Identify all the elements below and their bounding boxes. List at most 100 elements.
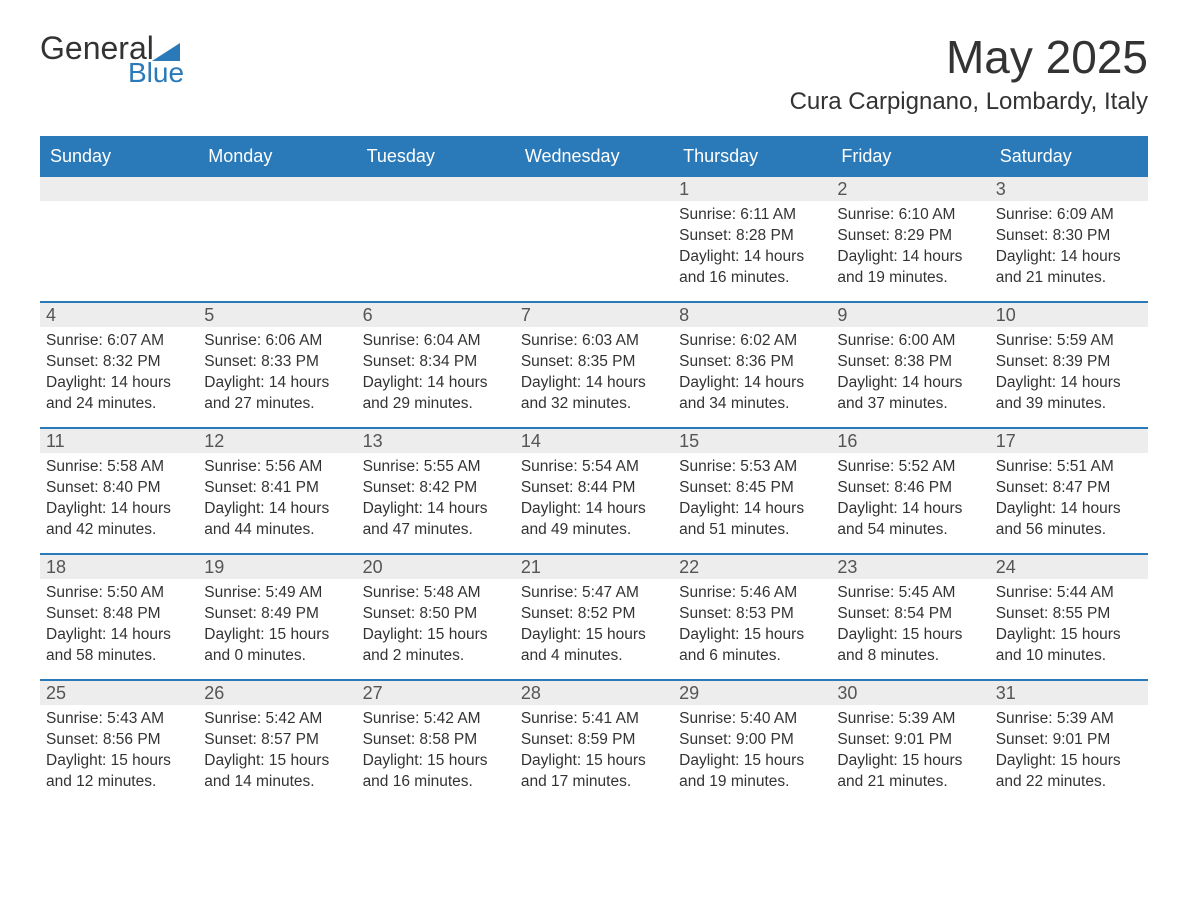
daylight-text: Daylight: 14 hours and 49 minutes. xyxy=(521,499,665,541)
sunrise-text: Sunrise: 6:00 AM xyxy=(837,331,981,352)
calendar-cell: 23Sunrise: 5:45 AMSunset: 8:54 PMDayligh… xyxy=(831,553,989,679)
sun-info: Sunrise: 5:58 AMSunset: 8:40 PMDaylight:… xyxy=(40,453,198,541)
sunset-text: Sunset: 9:01 PM xyxy=(837,730,981,751)
sun-info: Sunrise: 6:06 AMSunset: 8:33 PMDaylight:… xyxy=(198,327,356,415)
sunset-text: Sunset: 8:42 PM xyxy=(363,478,507,499)
calendar-cell: 8Sunrise: 6:02 AMSunset: 8:36 PMDaylight… xyxy=(673,301,831,427)
sunrise-text: Sunrise: 5:39 AM xyxy=(996,709,1140,730)
day-number: 15 xyxy=(673,429,831,453)
sunset-text: Sunset: 8:52 PM xyxy=(521,604,665,625)
sunrise-text: Sunrise: 5:53 AM xyxy=(679,457,823,478)
sunrise-text: Sunrise: 6:04 AM xyxy=(363,331,507,352)
daylight-text: Daylight: 14 hours and 42 minutes. xyxy=(46,499,190,541)
daylight-text: Daylight: 15 hours and 10 minutes. xyxy=(996,625,1140,667)
calendar-cell: 7Sunrise: 6:03 AMSunset: 8:35 PMDaylight… xyxy=(515,301,673,427)
logo: General Blue xyxy=(40,30,184,89)
daylight-text: Daylight: 15 hours and 19 minutes. xyxy=(679,751,823,793)
daylight-text: Daylight: 14 hours and 21 minutes. xyxy=(996,247,1140,289)
sun-info: Sunrise: 5:55 AMSunset: 8:42 PMDaylight:… xyxy=(357,453,515,541)
sunset-text: Sunset: 8:32 PM xyxy=(46,352,190,373)
sunrise-text: Sunrise: 5:50 AM xyxy=(46,583,190,604)
daylight-text: Daylight: 15 hours and 17 minutes. xyxy=(521,751,665,793)
sunrise-text: Sunrise: 5:42 AM xyxy=(363,709,507,730)
sunset-text: Sunset: 8:40 PM xyxy=(46,478,190,499)
sunset-text: Sunset: 8:44 PM xyxy=(521,478,665,499)
day-number-bar: . xyxy=(357,177,515,201)
day-number: 3 xyxy=(990,177,1148,201)
dow-header: Tuesday xyxy=(357,138,515,175)
calendar-cell: 30Sunrise: 5:39 AMSunset: 9:01 PMDayligh… xyxy=(831,679,989,805)
sunrise-text: Sunrise: 6:09 AM xyxy=(996,205,1140,226)
sun-info: Sunrise: 5:50 AMSunset: 8:48 PMDaylight:… xyxy=(40,579,198,667)
dow-header: Sunday xyxy=(40,138,198,175)
calendar-cell: 9Sunrise: 6:00 AMSunset: 8:38 PMDaylight… xyxy=(831,301,989,427)
day-number: 17 xyxy=(990,429,1148,453)
day-number: 20 xyxy=(357,555,515,579)
day-number: 25 xyxy=(40,681,198,705)
sunset-text: Sunset: 8:36 PM xyxy=(679,352,823,373)
daylight-text: Daylight: 15 hours and 6 minutes. xyxy=(679,625,823,667)
daylight-text: Daylight: 15 hours and 4 minutes. xyxy=(521,625,665,667)
daylight-text: Daylight: 15 hours and 21 minutes. xyxy=(837,751,981,793)
sunset-text: Sunset: 8:56 PM xyxy=(46,730,190,751)
day-number: 18 xyxy=(40,555,198,579)
sunset-text: Sunset: 8:45 PM xyxy=(679,478,823,499)
sun-info: Sunrise: 5:51 AMSunset: 8:47 PMDaylight:… xyxy=(990,453,1148,541)
sunrise-text: Sunrise: 5:54 AM xyxy=(521,457,665,478)
sunrise-text: Sunrise: 5:52 AM xyxy=(837,457,981,478)
calendar-cell: 6Sunrise: 6:04 AMSunset: 8:34 PMDaylight… xyxy=(357,301,515,427)
sun-info: Sunrise: 5:45 AMSunset: 8:54 PMDaylight:… xyxy=(831,579,989,667)
calendar-cell: 17Sunrise: 5:51 AMSunset: 8:47 PMDayligh… xyxy=(990,427,1148,553)
day-number-bar: . xyxy=(40,177,198,201)
sun-info: Sunrise: 5:42 AMSunset: 8:57 PMDaylight:… xyxy=(198,705,356,793)
sun-info: Sunrise: 5:59 AMSunset: 8:39 PMDaylight:… xyxy=(990,327,1148,415)
daylight-text: Daylight: 14 hours and 24 minutes. xyxy=(46,373,190,415)
daylight-text: Daylight: 14 hours and 56 minutes. xyxy=(996,499,1140,541)
sunrise-text: Sunrise: 5:44 AM xyxy=(996,583,1140,604)
title-block: May 2025 Cura Carpignano, Lombardy, Ital… xyxy=(790,30,1148,126)
sun-info: Sunrise: 5:43 AMSunset: 8:56 PMDaylight:… xyxy=(40,705,198,793)
day-number: 12 xyxy=(198,429,356,453)
day-number: 2 xyxy=(831,177,989,201)
sunset-text: Sunset: 8:54 PM xyxy=(837,604,981,625)
sunrise-text: Sunrise: 5:59 AM xyxy=(996,331,1140,352)
calendar-cell: 20Sunrise: 5:48 AMSunset: 8:50 PMDayligh… xyxy=(357,553,515,679)
daylight-text: Daylight: 14 hours and 51 minutes. xyxy=(679,499,823,541)
dow-header: Thursday xyxy=(673,138,831,175)
calendar-cell: 19Sunrise: 5:49 AMSunset: 8:49 PMDayligh… xyxy=(198,553,356,679)
day-number: 26 xyxy=(198,681,356,705)
sun-info: Sunrise: 5:52 AMSunset: 8:46 PMDaylight:… xyxy=(831,453,989,541)
sun-info: Sunrise: 6:00 AMSunset: 8:38 PMDaylight:… xyxy=(831,327,989,415)
sun-info: Sunrise: 5:49 AMSunset: 8:49 PMDaylight:… xyxy=(198,579,356,667)
day-number: 4 xyxy=(40,303,198,327)
calendar-cell: 11Sunrise: 5:58 AMSunset: 8:40 PMDayligh… xyxy=(40,427,198,553)
day-number-bar: . xyxy=(515,177,673,201)
sunset-text: Sunset: 8:30 PM xyxy=(996,226,1140,247)
calendar-cell-empty: . xyxy=(515,175,673,301)
daylight-text: Daylight: 14 hours and 29 minutes. xyxy=(363,373,507,415)
day-number: 13 xyxy=(357,429,515,453)
day-number: 1 xyxy=(673,177,831,201)
day-number: 24 xyxy=(990,555,1148,579)
sunrise-text: Sunrise: 5:51 AM xyxy=(996,457,1140,478)
calendar-cell: 29Sunrise: 5:40 AMSunset: 9:00 PMDayligh… xyxy=(673,679,831,805)
day-number: 6 xyxy=(357,303,515,327)
sunrise-text: Sunrise: 5:48 AM xyxy=(363,583,507,604)
calendar-grid: SundayMondayTuesdayWednesdayThursdayFrid… xyxy=(40,136,1148,805)
sunset-text: Sunset: 8:58 PM xyxy=(363,730,507,751)
calendar-cell: 5Sunrise: 6:06 AMSunset: 8:33 PMDaylight… xyxy=(198,301,356,427)
day-number: 10 xyxy=(990,303,1148,327)
sunset-text: Sunset: 8:50 PM xyxy=(363,604,507,625)
daylight-text: Daylight: 15 hours and 16 minutes. xyxy=(363,751,507,793)
sunrise-text: Sunrise: 5:39 AM xyxy=(837,709,981,730)
dow-header: Wednesday xyxy=(515,138,673,175)
daylight-text: Daylight: 15 hours and 8 minutes. xyxy=(837,625,981,667)
sunset-text: Sunset: 8:57 PM xyxy=(204,730,348,751)
dow-header: Saturday xyxy=(990,138,1148,175)
daylight-text: Daylight: 14 hours and 27 minutes. xyxy=(204,373,348,415)
daylight-text: Daylight: 14 hours and 32 minutes. xyxy=(521,373,665,415)
daylight-text: Daylight: 14 hours and 44 minutes. xyxy=(204,499,348,541)
day-number: 21 xyxy=(515,555,673,579)
sunset-text: Sunset: 8:49 PM xyxy=(204,604,348,625)
sun-info: Sunrise: 6:03 AMSunset: 8:35 PMDaylight:… xyxy=(515,327,673,415)
